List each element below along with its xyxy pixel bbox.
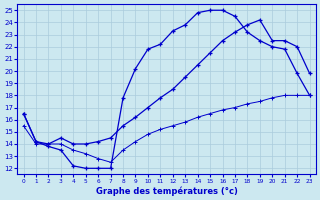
X-axis label: Graphe des températures (°c): Graphe des températures (°c) <box>96 186 237 196</box>
